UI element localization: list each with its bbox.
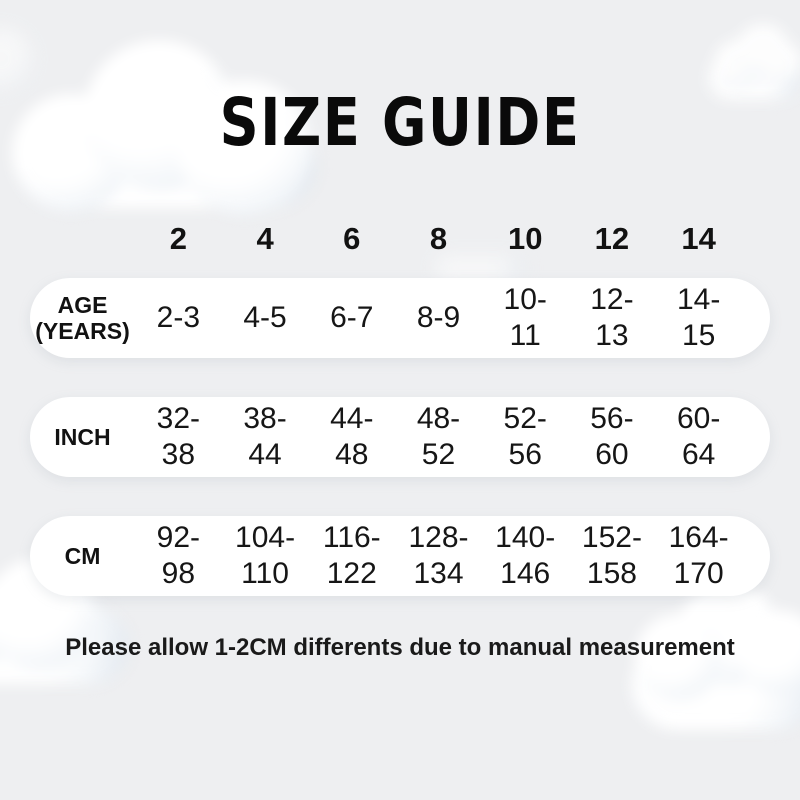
cm-cell: 104- 110 <box>235 521 296 590</box>
cm-cell: 128- 134 <box>408 521 469 590</box>
cm-cell: 92- 98 <box>156 521 201 590</box>
size-column-header-14: 14 <box>681 221 716 256</box>
age-cell: 6-7 <box>330 301 374 334</box>
cloud-bottom-right-icon <box>625 582 800 732</box>
inch-cell: 48- 52 <box>416 402 461 471</box>
age-cell: 10- 11 <box>503 283 547 352</box>
size-column-header-8: 8 <box>429 221 448 256</box>
measurement-note: Please allow 1-2CM differents due to man… <box>65 634 735 661</box>
row-label-age: AGE (YEARS) <box>35 291 130 344</box>
inch-cell: 56- 60 <box>590 402 634 471</box>
age-cell: 12- 13 <box>590 283 634 352</box>
size-column-header-2: 2 <box>169 221 187 256</box>
inch-cell: 38- 44 <box>243 402 287 471</box>
size-column-header-6: 6 <box>343 221 361 256</box>
cloud-top-right-icon <box>706 18 800 104</box>
cm-cell: 140- 146 <box>495 521 556 590</box>
cloud-top-left-icon <box>12 32 332 217</box>
age-cell: 4-5 <box>243 301 287 334</box>
size-table: 2 4 6 8 10 12 14 AGE (YEARS) 2-3 4-5 6-7… <box>30 214 770 635</box>
size-column-header-10: 10 <box>507 221 543 256</box>
cm-cell: 116- 122 <box>322 521 381 590</box>
inch-cell: 44- 48 <box>330 402 374 471</box>
cloud-bottom-left-icon <box>0 558 137 688</box>
age-cell: 8-9 <box>416 301 461 334</box>
page-title: SIZE GUIDE <box>0 84 800 161</box>
table-row-age: AGE (YEARS) 2-3 4-5 6-7 8-9 10- 11 12- 1… <box>30 278 770 358</box>
row-label-inch: INCH <box>54 423 111 450</box>
size-header-row: 2 4 6 8 10 12 14 <box>30 214 770 264</box>
table-row-cm: CM 92- 98 104- 110 116- 122 128- 134 140… <box>30 516 770 596</box>
page-title-text: SIZE GUIDE <box>219 84 581 161</box>
row-label-cm: CM <box>64 542 101 569</box>
cm-cell: 164- 170 <box>668 521 729 590</box>
cloud-left-edge-icon <box>0 28 32 90</box>
age-cell: 2-3 <box>156 301 201 334</box>
cm-cell: 152- 158 <box>581 521 642 590</box>
size-column-header-12: 12 <box>594 221 630 256</box>
cloud-center-smudge-icon <box>435 256 525 280</box>
table-row-inch: INCH 32- 38 38- 44 44- 48 48- 52 52- 56 … <box>30 397 770 477</box>
inch-cell: 32- 38 <box>156 402 201 471</box>
inch-cell: 52- 56 <box>503 402 547 471</box>
age-cell: 14- 15 <box>676 283 721 352</box>
size-column-header-4: 4 <box>256 221 274 256</box>
inch-cell: 60- 64 <box>676 402 721 471</box>
